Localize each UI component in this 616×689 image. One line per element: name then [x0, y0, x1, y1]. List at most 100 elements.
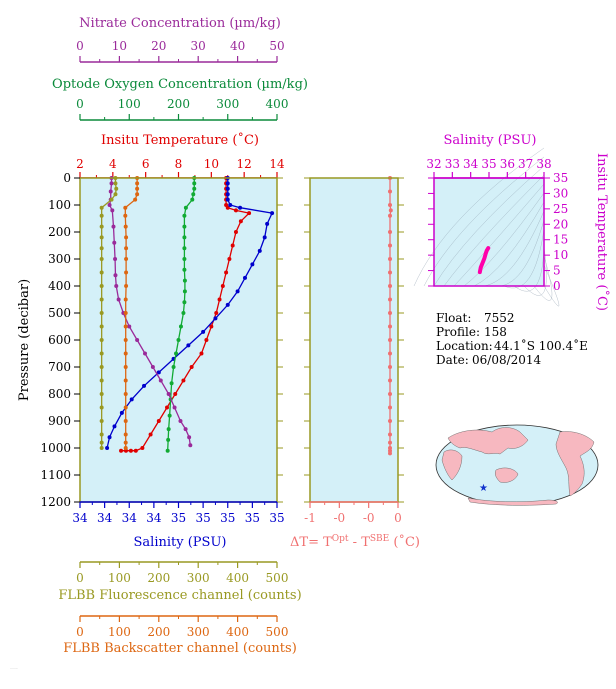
series-point [99, 365, 104, 369]
pressure-tick-label: 700 [48, 360, 71, 374]
density-contour [413, 147, 545, 287]
series-point [189, 365, 194, 369]
temperature-axis-title: Insitu Temperature (˚C) [101, 132, 259, 148]
ts-point [478, 270, 482, 274]
series-point [108, 189, 113, 194]
map-land-asia [447, 427, 529, 455]
delta-t-plot-area [310, 178, 398, 502]
series-point [191, 192, 196, 197]
tick-label: 35 [269, 511, 284, 525]
location-value: 44.1˚S 100.4˚E [494, 338, 588, 353]
series-point [99, 419, 104, 423]
tick-label: 38 [536, 157, 551, 171]
series-point [123, 432, 128, 437]
series-point [225, 197, 230, 202]
series-point [114, 284, 119, 288]
series-point [265, 221, 270, 226]
series-point [217, 297, 222, 302]
series-point [225, 302, 230, 307]
series-point [123, 213, 128, 218]
series-point [388, 440, 392, 445]
series-point [257, 248, 262, 253]
ts-temp-tick-label: 25 [553, 202, 568, 216]
ts-point [481, 261, 485, 265]
tick-label: 500 [266, 625, 289, 639]
tick-label: 14 [269, 157, 285, 171]
series-point [225, 181, 230, 186]
ts-temp-tick-label: 15 [553, 233, 568, 247]
series-point [225, 192, 230, 197]
series-point [123, 392, 128, 396]
series-point [262, 235, 267, 240]
density-contour [483, 210, 545, 287]
series-point [388, 203, 392, 207]
tick-label: 4 [109, 157, 117, 171]
ts-temp-tick-label: 5 [553, 264, 561, 278]
series-point [225, 205, 230, 210]
ts-point [486, 246, 490, 250]
series-point [235, 289, 240, 294]
series-point [150, 365, 155, 369]
tick-label: 100 [108, 625, 131, 639]
density-contour [503, 228, 545, 289]
series-point [186, 343, 191, 348]
series-point [133, 448, 138, 453]
series-point [143, 351, 148, 356]
density-contour [453, 183, 545, 287]
pressure-tick-label: 900 [48, 414, 71, 428]
pressure-tick-label: 600 [48, 333, 71, 347]
series-point [165, 448, 170, 453]
series-point [182, 257, 187, 261]
series-point [388, 338, 392, 342]
tick-label: 34 [146, 511, 162, 525]
nitrate-axis: 0 10 20 30 40 50 [76, 39, 285, 63]
profile-value: 158 [484, 325, 507, 339]
series-point [201, 329, 206, 334]
series-point [110, 208, 115, 213]
pressure-tick-label: 500 [48, 306, 71, 320]
profile-series-layer [99, 176, 275, 453]
series-point [124, 270, 129, 275]
ts-point [479, 265, 483, 269]
series-point [109, 181, 114, 186]
series-oxygen [165, 176, 197, 453]
tick-label: 34 [97, 511, 113, 525]
backscatter-axis-title: FLBB Backscatter channel (counts) [63, 641, 297, 656]
tick-label: 40 [230, 39, 245, 53]
series-point [123, 351, 128, 356]
series-point [99, 392, 104, 396]
float-info-block: Float: 7552 Profile: 158 Location: 44.1˚… [436, 311, 588, 367]
series-point [123, 378, 128, 383]
series-point [388, 378, 392, 383]
series-point [233, 208, 238, 213]
series-point [224, 270, 229, 275]
series-point [140, 446, 145, 450]
series-point [181, 311, 186, 315]
pressure-tick-label: 300 [48, 252, 71, 266]
series-point [99, 284, 104, 288]
density-contour [433, 165, 545, 287]
series-point [173, 392, 178, 396]
series-point [250, 262, 255, 267]
series-point [156, 370, 161, 375]
series-point [99, 405, 104, 410]
profile-label: Profile: [436, 325, 480, 339]
series-point [388, 392, 392, 396]
map-land-australia [495, 467, 519, 483]
tick-label: 50 [269, 39, 284, 53]
pressure-tick-label: 0 [63, 171, 71, 185]
series-point [182, 267, 187, 272]
tick-label: 35 [195, 511, 210, 525]
ts-temp-tick-label: 35 [553, 171, 568, 185]
series-point [114, 186, 119, 191]
series-point [133, 197, 138, 202]
series-point [113, 273, 118, 278]
series-flbb-backscatter [123, 176, 140, 450]
tick-label: 35 [171, 511, 186, 525]
tick-label: -0 [363, 511, 375, 525]
series-point [388, 243, 392, 248]
series-point [388, 270, 392, 275]
tick-label: -1 [304, 511, 316, 525]
series-point [123, 419, 128, 423]
